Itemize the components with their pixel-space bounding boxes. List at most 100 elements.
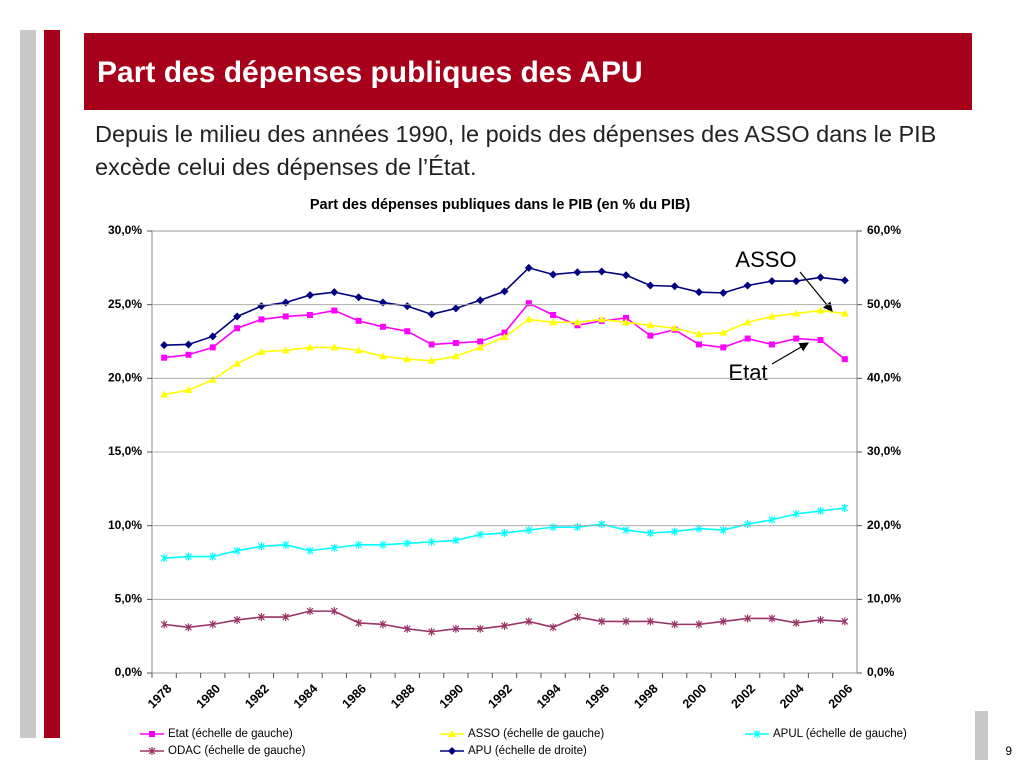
marker: [646, 281, 655, 290]
title-bar: [84, 33, 972, 110]
marker: [307, 311, 314, 318]
marker: [476, 530, 484, 539]
marker: [743, 318, 752, 326]
x-tick-label: 1978: [145, 682, 175, 712]
slide-text: Depuis le milieu des années 1990, le poi…: [95, 121, 937, 180]
marker: [573, 318, 582, 326]
marker: [744, 614, 752, 623]
marker: [622, 318, 631, 326]
marker: [208, 375, 217, 383]
marker: [257, 613, 265, 622]
marker: [501, 329, 508, 336]
plot: [160, 263, 849, 636]
x-tick-label: 1988: [388, 682, 418, 712]
marker: [694, 330, 703, 338]
legend-label: APUL (échelle de gauche): [773, 728, 907, 740]
marker: [379, 323, 386, 330]
marker: [646, 529, 654, 538]
marker: [403, 302, 412, 311]
marker: [719, 617, 727, 626]
marker: [501, 621, 508, 630]
marker: [768, 515, 776, 524]
marker: [816, 306, 825, 314]
marker: [524, 263, 533, 272]
marker: [184, 386, 193, 394]
marker: [185, 552, 192, 561]
annotation-arrow: [771, 342, 810, 365]
marker: [282, 540, 290, 549]
marker: [573, 268, 582, 277]
marker: [448, 747, 456, 755]
marker: [622, 526, 630, 535]
marker: [148, 747, 156, 755]
marker: [233, 615, 241, 624]
marker: [330, 343, 339, 351]
marker: [378, 298, 387, 307]
y2-tick-label: 50,0%: [867, 297, 901, 311]
side-bar: [44, 30, 60, 738]
marker: [768, 614, 776, 623]
marker: [792, 277, 801, 286]
marker: [451, 352, 460, 360]
y-tick-label: 25,0%: [108, 297, 142, 311]
marker: [720, 344, 727, 351]
marker: [646, 321, 655, 329]
marker: [403, 539, 411, 548]
marker: [817, 615, 824, 624]
marker: [501, 529, 508, 538]
marker: [257, 542, 265, 551]
marker: [574, 613, 581, 622]
marker: [753, 730, 761, 738]
marker: [448, 730, 456, 737]
annotation: ASSO: [735, 247, 796, 272]
marker: [841, 356, 848, 363]
marker: [428, 627, 435, 636]
marker: [427, 356, 436, 364]
marker: [646, 617, 654, 626]
marker: [379, 620, 387, 629]
marker: [209, 344, 216, 351]
marker: [451, 304, 460, 313]
marker: [330, 288, 339, 297]
marker: [695, 341, 702, 348]
annotation: Etat: [728, 360, 767, 385]
marker: [817, 506, 824, 515]
y2-tick-label: 30,0%: [867, 444, 901, 458]
x-tick-label: 2004: [777, 682, 807, 712]
x-tick-label: 1982: [242, 682, 272, 712]
marker: [816, 273, 825, 282]
marker: [378, 352, 387, 360]
y-tick-label: 5,0%: [115, 592, 143, 606]
marker: [671, 620, 679, 629]
marker: [840, 276, 849, 285]
marker: [185, 351, 192, 358]
marker: [428, 537, 435, 546]
marker: [185, 623, 192, 632]
y-tick-label: 15,0%: [108, 444, 142, 458]
marker: [719, 328, 728, 336]
marker: [476, 624, 484, 633]
x-tick-label: 1996: [583, 682, 613, 712]
marker: [597, 315, 606, 323]
marker: [841, 617, 849, 626]
marker: [767, 312, 776, 320]
x-tick-label: 1986: [340, 682, 370, 712]
x-tick-label: 1994: [534, 682, 564, 712]
page-number: 9: [1005, 744, 1012, 758]
x-tick-label: 1984: [291, 682, 321, 712]
marker: [331, 307, 338, 314]
marker: [160, 390, 169, 398]
marker: [817, 337, 824, 344]
marker: [622, 617, 630, 626]
marker: [354, 346, 363, 354]
marker: [452, 536, 460, 545]
marker: [306, 607, 314, 616]
marker: [647, 332, 654, 339]
marker: [160, 554, 168, 563]
marker: [233, 359, 242, 367]
marker: [306, 291, 315, 300]
marker: [427, 310, 436, 319]
x-tick-label: 2002: [728, 682, 758, 712]
